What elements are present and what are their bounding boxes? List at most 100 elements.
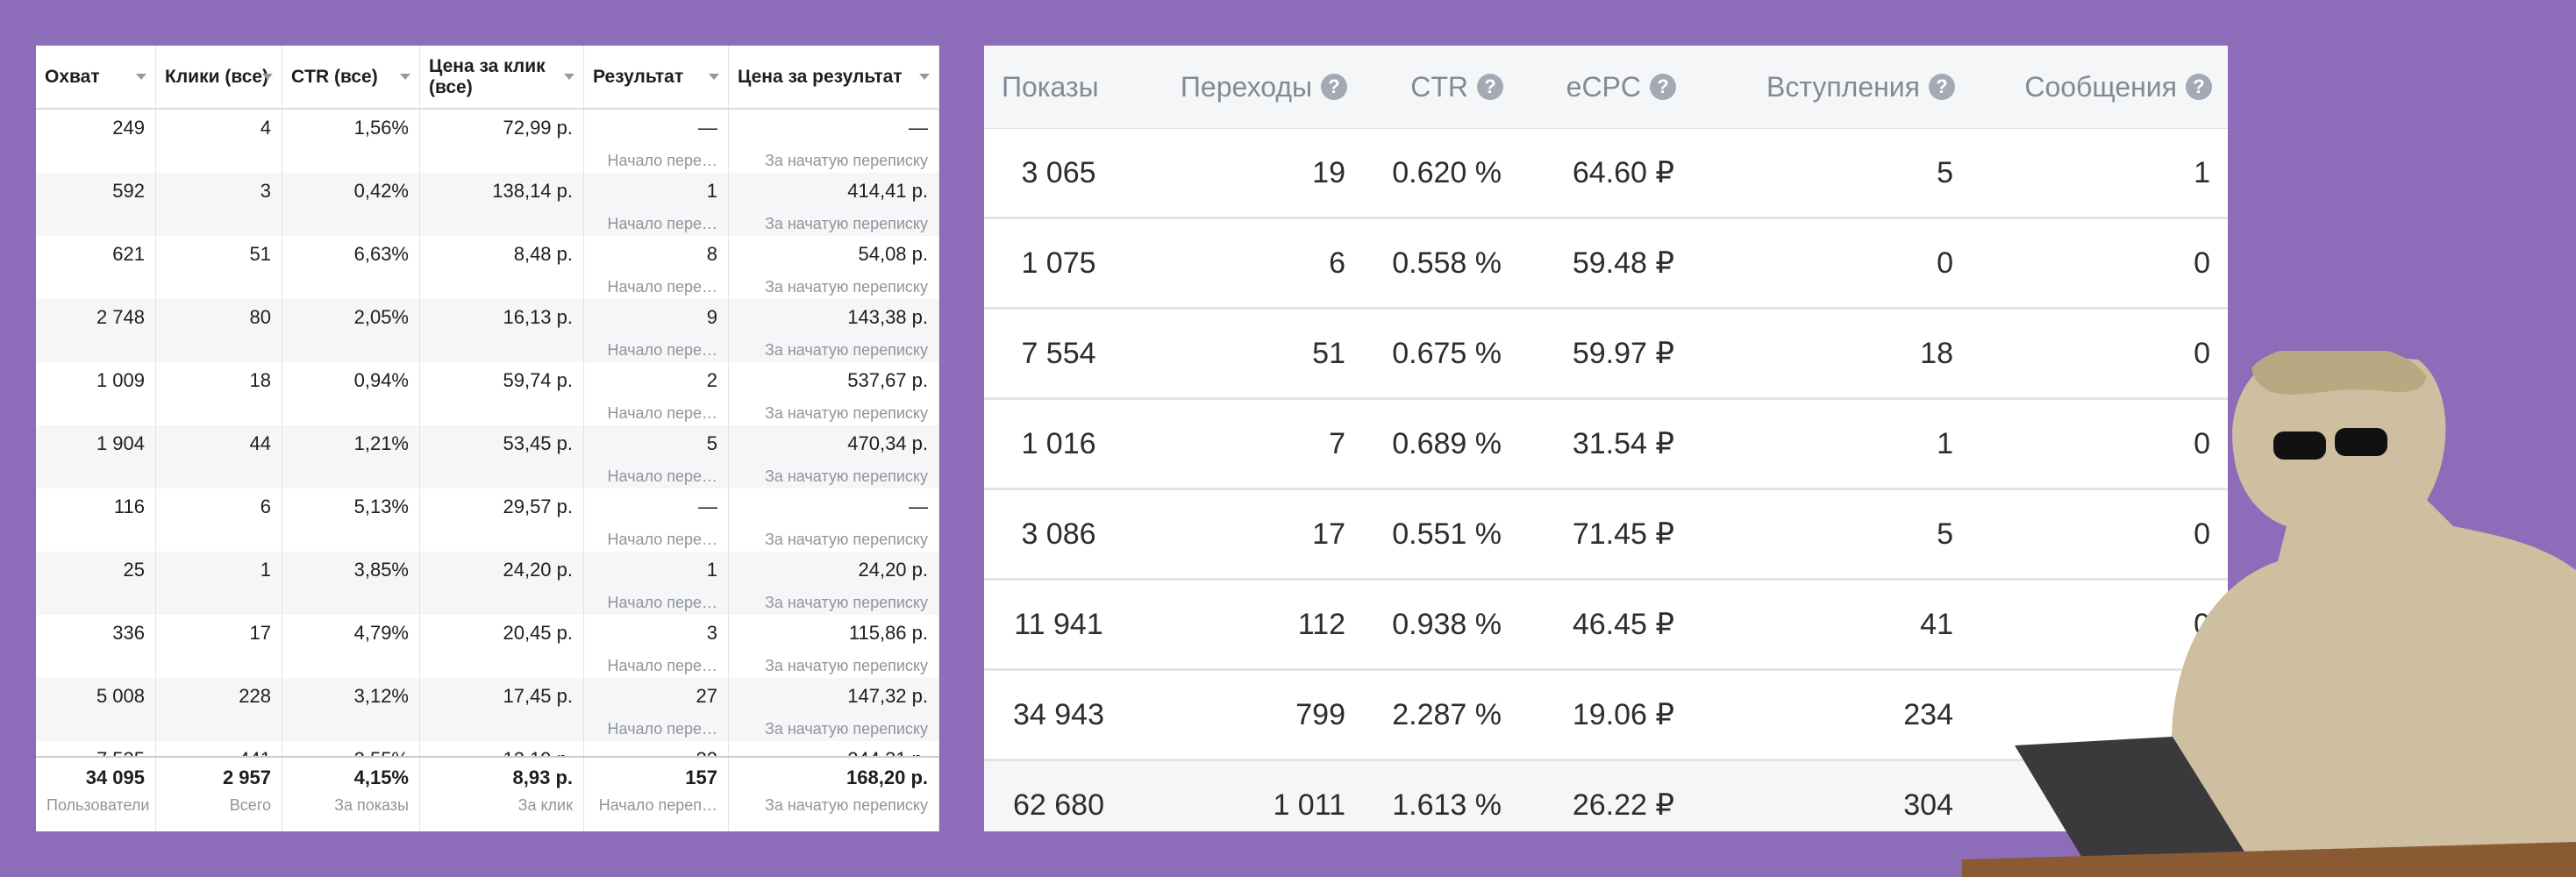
cell: 11 941 xyxy=(1014,607,1103,641)
total-value: 168,20 р. xyxy=(846,766,928,788)
cell-note: За начатую переписку xyxy=(764,152,928,169)
total-note: За начатую переписку xyxy=(764,796,928,814)
header-text: eCPC xyxy=(1566,70,1641,103)
cell-note: За начатую переписку xyxy=(764,657,928,674)
cell: 2.287 % xyxy=(1392,697,1502,731)
cell-value: 116 xyxy=(113,496,145,517)
cell-value: 22 xyxy=(696,748,717,756)
cell-value: 18 xyxy=(249,369,271,391)
cell-value: 147,32 р. xyxy=(847,685,928,707)
cell: 5,13% xyxy=(282,488,420,552)
cell: 18 xyxy=(1920,336,1953,370)
cell: 0 xyxy=(2194,426,2210,460)
cell-value: 29,57 р. xyxy=(503,496,573,517)
header-text: Вступления xyxy=(1766,70,1920,103)
laptop xyxy=(2015,737,2260,877)
cell-value: 592 xyxy=(112,180,145,202)
cell-value: 7 535 xyxy=(96,748,145,756)
cell: 0.620 % xyxy=(1392,155,1502,189)
table-row: 336 17 4,79% 20,45 р. 3 Начало пере… 115,86 р.… xyxy=(36,615,939,678)
cell-value: 1 009 xyxy=(96,369,145,391)
total-note: Всего xyxy=(229,796,271,814)
table-row: 249 4 1,56% 72,99 р. — Начало пере… — За начату… xyxy=(36,110,939,173)
cell-value: 537,67 р. xyxy=(847,369,928,391)
total-cell: 8,93 р. За клик xyxy=(420,758,584,831)
cell-value: 414,41 р. xyxy=(847,180,928,202)
cell-note: Начало пере… xyxy=(607,278,718,296)
table-row: 1 016 7 0.689 % 31.54 ₽ 1 0 xyxy=(984,400,2228,490)
cell: 22Начало пере… xyxy=(584,741,729,756)
cell-note: За начатую переписку xyxy=(764,720,928,738)
cell: 0.938 % xyxy=(1392,607,1502,641)
cell: 3,85% xyxy=(282,552,420,615)
statue-illustration xyxy=(1962,351,2576,877)
total-note: За клик xyxy=(517,796,573,814)
cell: 1 075 xyxy=(1021,246,1096,280)
table xyxy=(1962,842,2576,877)
cell: 3 065 xyxy=(1021,155,1096,189)
cell: 6 xyxy=(1329,246,1345,280)
header-text: Переходы xyxy=(1180,70,1312,103)
table-body: 249 4 1,56% 72,99 р. — Начало пере… — За начату… xyxy=(36,110,939,756)
header-text: Показы xyxy=(1002,70,1099,103)
table-row: 3 065 19 0.620 % 64.60 ₽ 5 1 xyxy=(984,129,2228,219)
cell-value: 80 xyxy=(249,306,271,328)
cell: 9 Начало пере… xyxy=(584,299,729,362)
cell: 19 xyxy=(1312,155,1345,189)
cell-value: 1 xyxy=(706,180,717,202)
cell: 59.48 ₽ xyxy=(1572,246,1674,280)
cell: 6 xyxy=(156,488,282,552)
cell-value: 3,12% xyxy=(353,685,409,707)
total-value: 34 095 xyxy=(85,766,145,788)
cell: 6,63% xyxy=(282,236,420,299)
column-header: CTR (все) xyxy=(282,46,420,108)
cell: 34 943 xyxy=(1013,697,1104,731)
cell: 1,21% xyxy=(282,425,420,488)
cell-note: За начатую переписку xyxy=(764,341,928,359)
cell: 1 011 xyxy=(1273,788,1345,822)
cell: 51 xyxy=(156,236,282,299)
cell: 80 xyxy=(156,299,282,362)
cell-note: Начало пере… xyxy=(607,215,718,232)
cell: 0.689 % xyxy=(1392,426,1502,460)
cell-value: 54,08 р. xyxy=(858,243,928,265)
help-icon: ? xyxy=(1650,74,1676,100)
cell: 1 xyxy=(1937,426,1953,460)
help-icon: ? xyxy=(1321,74,1347,100)
cell: 4 xyxy=(156,110,282,173)
cell-value: — xyxy=(698,117,717,139)
cell: 64.60 ₽ xyxy=(1572,156,1674,189)
cell-value: 20,45 р. xyxy=(503,622,573,644)
cell-note: Начало пере… xyxy=(607,531,718,548)
cell-note: За начатую переписку xyxy=(764,467,928,485)
total-note: За показы xyxy=(334,796,409,814)
column-header: Вступления? xyxy=(1692,46,1971,128)
cell: 304 xyxy=(1903,788,1953,822)
column-header: eCPC? xyxy=(1519,46,1692,128)
cell: — Начало пере… xyxy=(584,110,729,173)
total-value: 8,93 р. xyxy=(512,766,573,788)
total-cell: 4,15% За показы xyxy=(282,758,420,831)
cell-value: — xyxy=(909,117,928,139)
cell: 8,48 р. xyxy=(420,236,584,299)
cell-value: 53,45 р. xyxy=(503,432,573,454)
column-header: Показы xyxy=(984,46,1133,128)
table-row: 592 3 0,42% 138,14 р. 1 Начало пере… 414,41 р.… xyxy=(36,173,939,236)
cell-note: За начатую переписку xyxy=(764,404,928,422)
cell-value: 336 xyxy=(112,622,145,644)
cell-value: 25 xyxy=(123,559,145,581)
cell: 592 xyxy=(36,173,156,236)
cell: 4,79% xyxy=(282,615,420,678)
cell: 115,86 р. За начатую переписку xyxy=(729,615,939,678)
cell: 44 xyxy=(156,425,282,488)
column-header: Клики (все) xyxy=(156,46,282,108)
cell-value: 17 xyxy=(249,622,271,644)
cell-value: 5 xyxy=(706,432,717,454)
header-text: CTR xyxy=(1410,70,1468,103)
cell-value: 143,38 р. xyxy=(847,306,928,328)
cell: 414,41 р. За начатую переписку xyxy=(729,173,939,236)
cell: — За начатую переписку xyxy=(729,110,939,173)
cell: 1 016 xyxy=(1021,426,1096,460)
cell: 3 086 xyxy=(1021,517,1096,551)
